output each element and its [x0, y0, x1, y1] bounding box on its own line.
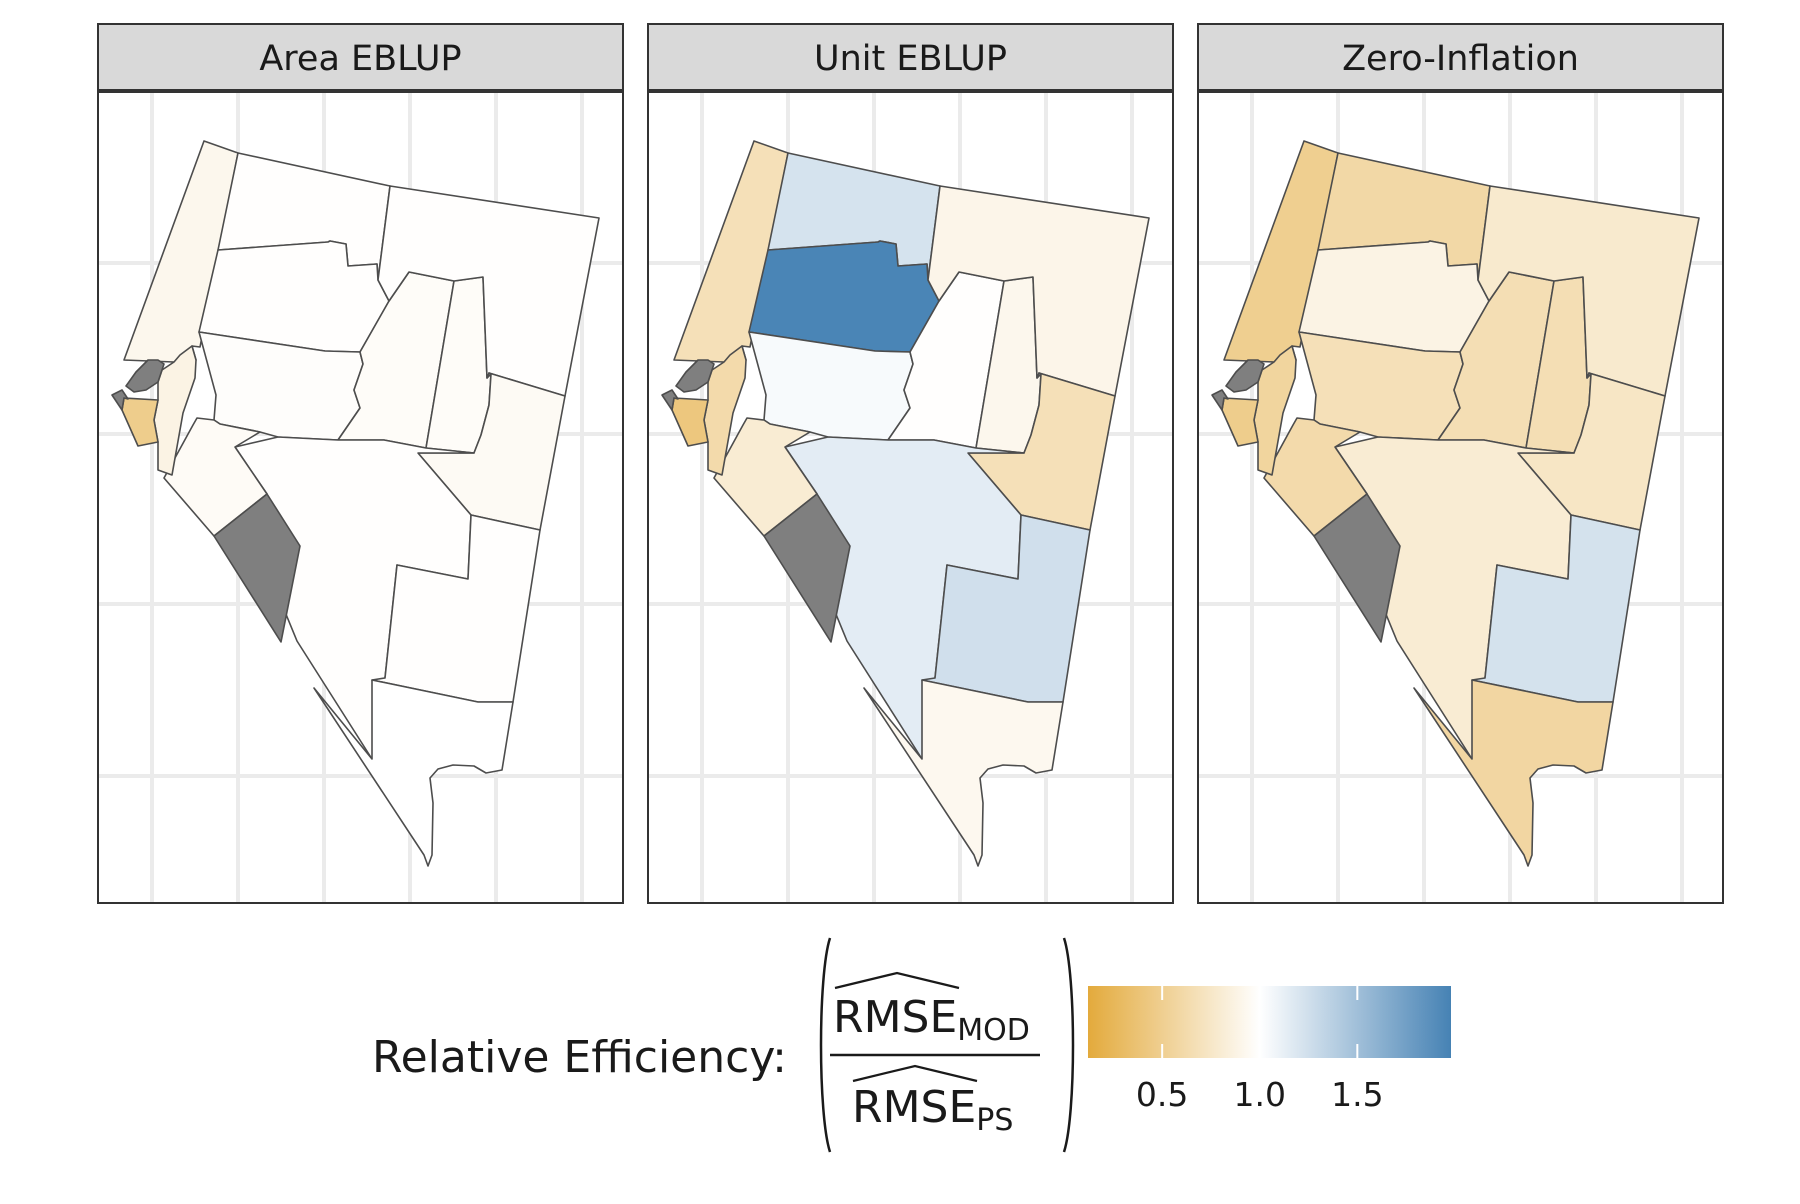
- colorbar-tick-label: 1.5: [1331, 1075, 1383, 1114]
- legend-formula: RMSEMOD RMSEPS: [819, 937, 1075, 1153]
- county-elko: [1477, 185, 1700, 397]
- panel-unit-eblup: Unit EBLUP: [647, 23, 1174, 904]
- county-storey: [1225, 359, 1265, 393]
- denominator-text: RMSEPS: [852, 1082, 1013, 1138]
- county-elko: [927, 185, 1150, 397]
- county-layer: [661, 140, 1150, 867]
- county-douglas: [1221, 397, 1259, 447]
- numerator-hat: [834, 971, 960, 990]
- county-carson-city: [1211, 389, 1229, 411]
- county-mineral: [163, 417, 268, 537]
- county-esmeralda: [213, 493, 301, 643]
- panel-strip: [97, 23, 624, 91]
- county-esmeralda: [1313, 493, 1401, 643]
- county-esmeralda: [763, 493, 851, 643]
- colorbar-ticks: 0.5 1.0 1.5: [1136, 986, 1384, 1114]
- county-storey: [125, 359, 165, 393]
- county-carson-city: [661, 389, 679, 411]
- colorbar: [1088, 986, 1451, 1058]
- county-mineral: [1263, 417, 1368, 537]
- panel-title: Unit EBLUP: [814, 39, 1007, 79]
- colorbar-tick-label: 1.0: [1233, 1075, 1285, 1114]
- denominator-subscript: PS: [976, 1103, 1013, 1138]
- panel-border: [1197, 91, 1724, 904]
- panel-area-eblup: Area EBLUP: [97, 23, 624, 904]
- denominator-main: RMSE: [852, 1082, 976, 1133]
- county-mineral: [713, 417, 818, 537]
- county-elko: [377, 185, 600, 397]
- numerator-subscript: MOD: [957, 1013, 1030, 1048]
- numerator-text: RMSEMOD: [833, 992, 1030, 1048]
- denominator-hat: [852, 1064, 978, 1083]
- left-paren: [819, 937, 832, 1153]
- panel-strip: [1197, 23, 1724, 91]
- panel-border: [97, 91, 624, 904]
- legend: Relative Efficiency: RMSEMOD RMSEPS 0.5 1…: [372, 937, 1451, 1153]
- county-douglas: [671, 397, 709, 447]
- panel-zero-inflation: Zero-Inflation: [1197, 23, 1724, 904]
- panel-title: Zero-Inflation: [1342, 39, 1579, 79]
- legend-label: Relative Efficiency:: [372, 1032, 787, 1083]
- colorbar-tick-label: 0.5: [1136, 1075, 1188, 1114]
- county-clark: [863, 679, 1064, 867]
- county-storey: [675, 359, 715, 393]
- county-clark: [1413, 679, 1614, 867]
- panel-title: Area EBLUP: [259, 39, 461, 79]
- county-carson-city: [111, 389, 129, 411]
- panel-border: [647, 91, 1174, 904]
- panel-strip: [647, 23, 1174, 91]
- county-layer: [111, 140, 600, 867]
- county-douglas: [121, 397, 159, 447]
- county-layer: [1211, 140, 1700, 867]
- numerator-main: RMSE: [833, 992, 957, 1043]
- right-paren: [1062, 937, 1075, 1153]
- county-clark: [313, 679, 514, 867]
